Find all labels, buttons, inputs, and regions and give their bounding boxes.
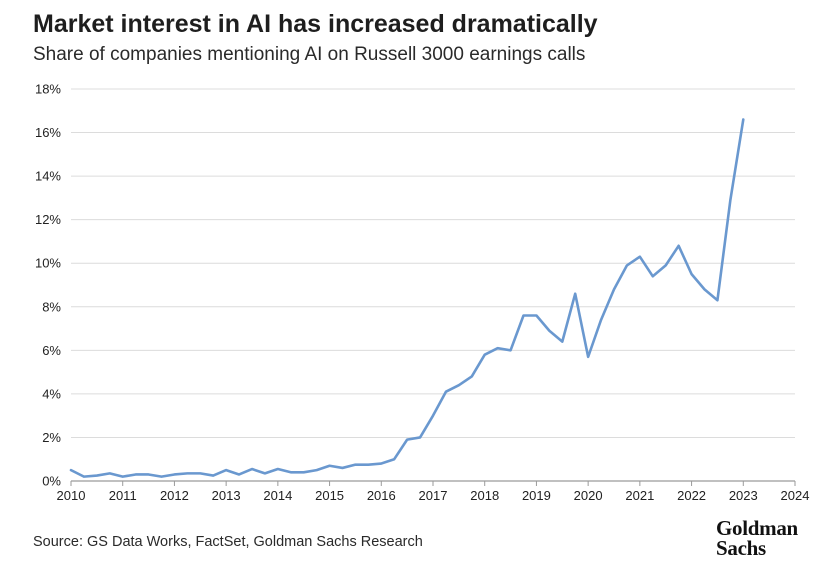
x-tick-label: 2022 [677, 488, 706, 503]
x-tick-label: 2011 [109, 488, 137, 503]
x-axis-tick-labels: 2010 2011 2012 2013 2014 2015 2016 2017 2018 2019… [57, 481, 810, 503]
logo-line-1: Goldman [716, 516, 798, 540]
x-tick-label: 2016 [367, 488, 396, 503]
x-tick-label: 2018 [470, 488, 499, 503]
y-tick-label: 2% [42, 430, 61, 445]
gridlines [71, 88, 795, 482]
x-tick-label: 2015 [315, 488, 344, 503]
x-tick-label: 2010 [57, 488, 86, 503]
y-axis-tick-labels: 0% 2% 4% 6% 8% 10% 12% 14% 16% 18% [35, 82, 61, 489]
series-line [69, 118, 745, 478]
x-tick-label: 2023 [729, 488, 758, 503]
x-tick-label: 2024 [781, 488, 810, 503]
x-tick-label: 2012 [160, 488, 189, 503]
chart-title: Market interest in AI has increased dram… [33, 10, 598, 38]
y-tick-label: 10% [35, 256, 61, 271]
y-tick-label: 8% [42, 299, 61, 314]
logo-line-2: Sachs [716, 536, 766, 560]
y-tick-label: 4% [42, 386, 61, 401]
y-tick-label: 16% [35, 125, 61, 140]
x-tick-label: 2020 [574, 488, 603, 503]
chart-subtitle: Share of companies mentioning AI on Russ… [33, 44, 586, 65]
x-tick-label: 2013 [212, 488, 241, 503]
x-tick-label: 2019 [522, 488, 551, 503]
x-tick-label: 2014 [263, 488, 292, 503]
x-tick-label: 2021 [625, 488, 654, 503]
y-tick-label: 0% [42, 474, 61, 489]
goldman-sachs-logo: Goldman Sachs [716, 516, 816, 560]
y-tick-label: 14% [35, 169, 61, 184]
x-tick-label: 2017 [419, 488, 448, 503]
source-note: Source: GS Data Works, FactSet, Goldman … [33, 534, 423, 550]
y-tick-label: 18% [35, 82, 61, 97]
y-tick-label: 12% [35, 212, 61, 227]
y-tick-label: 6% [42, 343, 61, 358]
